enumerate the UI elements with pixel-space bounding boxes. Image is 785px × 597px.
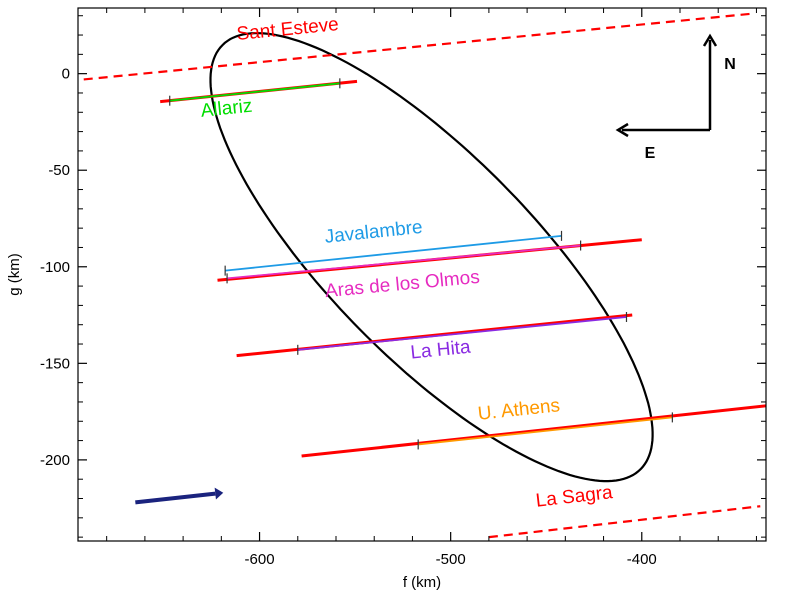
chord-javalambre-label: Javalambre [324,217,424,248]
chord-u-athens-line [418,416,673,446]
x-tick-label: -500 [436,551,466,568]
y-tick-label: -200 [40,452,70,469]
chord-la-hita-label: La Hita [410,337,472,364]
x-axis-title: f (km) [403,574,441,591]
y-axis-title: g (km) [6,253,23,296]
plot-frame [77,7,767,542]
compass-east-arrowhead [615,122,629,138]
chord-la-sagra-label: La Sagra [535,482,614,512]
chord-sant-esteve-line [83,12,751,81]
chord-allariz-label: Allariz [200,96,254,122]
chord-la-sagra-line [488,505,761,539]
chord-allariz-line [169,82,340,102]
chart-marks [83,12,767,539]
y-tick-label: -150 [40,355,70,372]
chord-aras-de-los-olmos-line [226,244,581,280]
chord-la-hita-line [297,316,627,351]
compass-east-label: E [645,145,656,162]
compass-north-arrowhead [702,33,718,47]
chord-u-athens-uncertainty [301,404,767,458]
x-tick-label: -400 [627,551,657,568]
chord-aras-de-los-olmos-label: Aras de los Olmos [324,267,481,302]
motion-direction-arrow [135,491,216,505]
chord-sant-esteve-label: Sant Esteve [236,14,340,45]
y-tick-label: -100 [40,259,70,276]
motion-direction-arrowhead [214,487,224,500]
chord-u-athens-label: U. Athens [477,395,561,425]
x-tick-label: -600 [245,551,275,568]
y-tick-label: -50 [48,162,70,179]
body-profile-ellipse [209,31,654,483]
y-tick-label: 0 [62,66,70,83]
compass-north-label: N [724,56,736,73]
chord-javalambre-line [225,234,562,272]
chart-axes: -600 -500 -400 0 -50 -100 -150 -200 f (km) g (km) [6,7,767,591]
